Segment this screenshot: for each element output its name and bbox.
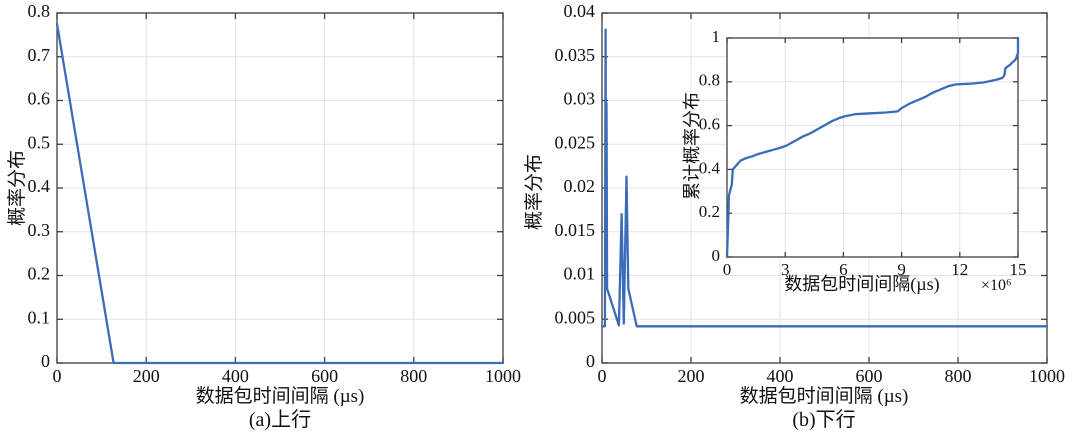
downlink-pdf-y-tick-label: 0.015 [555, 220, 596, 240]
downlink-cdf-inset-y-tick-label: 0 [712, 246, 721, 265]
uplink-pdf-y-tick-label: 0.6 [28, 89, 51, 109]
panel-b-x-axis-label: 数据包时间间隔 (µs) [739, 386, 909, 407]
downlink-cdf-inset-data-line [725, 36, 1020, 259]
downlink-pdf-x-tick-label: 0 [598, 366, 607, 386]
downlink-pdf-x-tick-label: 200 [678, 366, 705, 386]
downlink-cdf-inset-background [726, 37, 1019, 258]
uplink-pdf-x-tick-label: 200 [133, 366, 160, 386]
downlink-pdf-data-line [602, 28, 1049, 328]
uplink-pdf-y-tick-label: 0.2 [28, 264, 51, 284]
downlink-cdf-inset-x-tick-label: 15 [1010, 260, 1027, 279]
panel-a-y-axis-label: 概率分布 [7, 150, 28, 227]
downlink-pdf-y-tick-label: 0.02 [564, 176, 596, 196]
downlink-cdf-inset-y-tick-label: 0.8 [699, 71, 720, 90]
uplink-pdf-x-tick-label: 1000 [485, 366, 521, 386]
downlink-cdf-inset-x-tick-label: 12 [951, 260, 968, 279]
downlink-cdf-inset-x-tick-label: 9 [897, 260, 906, 279]
uplink-pdf-y-tick-label: 0.1 [28, 307, 51, 327]
downlink-pdf-y-tick-label: 0.01 [564, 264, 596, 284]
uplink-pdf-x-tick-label: 400 [222, 366, 249, 386]
uplink-pdf-y-tick-label: 0.8 [28, 1, 51, 21]
inset-x-axis-label: 数据包时间间隔(µs) [784, 274, 940, 294]
panel-b-downlink-plot: 0 200 400 600 800 100000.0050.010.0150.020.02… [555, 1, 1066, 386]
uplink-pdf-x-tick-label: 800 [400, 366, 427, 386]
uplink-pdf-y-tick-label: 0.3 [28, 220, 51, 240]
downlink-pdf-y-tick-label: 0.025 [555, 132, 596, 152]
uplink-pdf-y-tick-label: 0 [41, 351, 50, 371]
downlink-cdf-inset-axes-box [726, 37, 1019, 258]
downlink-cdf-inset-y-tick-label: 0.2 [699, 202, 720, 221]
panel-a-x-axis-label: 数据包时间间隔 (µs) [195, 386, 365, 407]
panel-a-uplink-plot: 0 200 400 600 800 1000 0 0.1 0.2 0.3 0.4 0.5 0.6 0.7 0… [28, 1, 522, 386]
uplink-pdf-data-line [55, 22, 505, 365]
uplink-pdf-y-tick-label: 0.5 [28, 132, 51, 152]
downlink-pdf-y-tick-label: 0.035 [555, 45, 596, 65]
downlink-cdf-inset-x-tick-label: 6 [839, 260, 848, 279]
downlink-pdf-y-tick-label: 0.005 [555, 307, 596, 327]
downlink-pdf-y-tick-label: 0.03 [564, 89, 596, 109]
downlink-pdf-x-tick-label: 800 [945, 366, 972, 386]
downlink-cdf-inset-x-tick-label: 0 [723, 260, 732, 279]
uplink-pdf-y-tick-label: 0.7 [28, 45, 51, 65]
uplink-pdf-x-tick-label: 600 [311, 366, 338, 386]
downlink-pdf-x-tick-label: 600 [856, 366, 883, 386]
panel-b-y-axis-label: 概率分布 [524, 154, 545, 231]
inset-y-axis-label: 累计概率分布 [682, 92, 702, 200]
panel-a-caption: (a)上行 [248, 409, 312, 431]
panel-b-caption: (b)下行 [792, 409, 856, 431]
uplink-pdf-y-tick-label: 0.4 [28, 176, 51, 196]
inset-x-axis-exponent: ×10⁶ [981, 277, 1012, 294]
downlink-pdf-x-tick-label: 400 [767, 366, 794, 386]
downlink-cdf-inset-y-tick-label: 0.6 [699, 115, 720, 134]
downlink-cdf-inset-y-tick-label: 0.4 [699, 158, 721, 177]
downlink-cdf-inset-y-tick-label: 1 [712, 27, 721, 46]
downlink-cdf-inset-x-tick-label: 3 [781, 260, 790, 279]
downlink-pdf-y-tick-label: 0.04 [564, 1, 596, 21]
downlink-pdf-x-tick-label: 1000 [1029, 366, 1065, 386]
downlink-pdf-y-tick-label: 0 [586, 351, 595, 371]
uplink-pdf-x-tick-label: 0 [53, 366, 62, 386]
